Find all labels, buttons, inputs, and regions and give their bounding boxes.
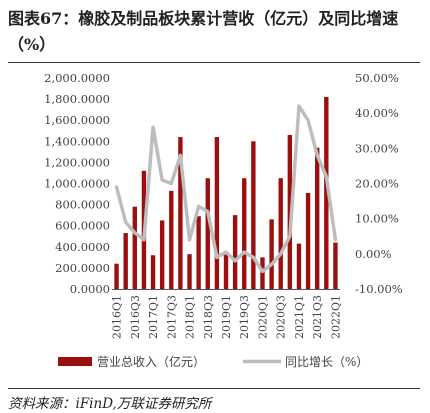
right-tick-label: 50.00%	[355, 71, 399, 85]
x-tick-label: 2021Q3	[311, 295, 324, 339]
bar	[315, 147, 320, 289]
x-tick-label: 2019Q3	[238, 295, 251, 339]
x-axis: 2016Q1 2016Q3 2017Q1 2017Q3 2018Q1 2018Q3 2019…	[111, 289, 342, 339]
bar	[205, 178, 210, 289]
growth-line	[114, 104, 338, 274]
bar	[305, 192, 311, 289]
bar	[132, 206, 137, 289]
x-tick-label: 2016Q3	[129, 295, 142, 339]
bar	[169, 190, 174, 289]
x-tick-label: 2022Q1	[329, 295, 342, 339]
left-tick-label: 600.0000	[55, 219, 110, 233]
right-tick-label: 10.00%	[355, 212, 399, 226]
bar	[187, 254, 192, 289]
bar	[214, 137, 220, 289]
bar	[196, 216, 201, 289]
right-tick-label: 30.00%	[355, 141, 399, 155]
bar	[150, 255, 156, 289]
bar	[159, 220, 165, 289]
legend-bar-label: 营业总收入（亿元）	[97, 354, 205, 369]
legend-bar-swatch	[58, 357, 92, 366]
left-tick-label: 1,600.0000	[44, 113, 110, 127]
left-tick-label: 800.0000	[55, 198, 110, 212]
right-y-axis: -10.00% 0.00% 10.00% 20.00% 30.00% 40.00% 50.0…	[355, 71, 403, 296]
left-tick-label: 400.0000	[55, 240, 110, 254]
bar	[333, 242, 338, 289]
left-tick-label: 1,000.0000	[44, 177, 110, 191]
right-tick-label: 40.00%	[355, 106, 399, 120]
bottom-rule	[8, 388, 420, 389]
right-tick-label: 0.00%	[355, 247, 392, 261]
source-note: 资料来源：iFinD,万联证券研究所	[8, 396, 212, 412]
chart-title: 图表67：橡胶及制品板块累计营收（亿元）及同比增速（%）	[8, 9, 399, 54]
bar	[269, 219, 274, 289]
left-tick-label: 1,200.0000	[44, 155, 110, 169]
bar	[324, 96, 329, 290]
left-y-axis: 0.0000 200.0000 400.0000 600.0000 800.0000 1,…	[44, 71, 110, 296]
left-tick-label: 2,000.0000	[44, 71, 110, 85]
x-tick-label: 2017Q3	[165, 295, 178, 339]
bar	[251, 141, 256, 289]
bar	[296, 243, 302, 289]
line-series	[114, 104, 338, 274]
bar	[178, 137, 183, 289]
x-tick-label: 2018Q3	[202, 295, 215, 339]
x-tick-label: 2021Q1	[293, 295, 306, 339]
x-tick-label: 2016Q1	[111, 295, 124, 339]
left-tick-label: 0.0000	[70, 282, 110, 296]
left-tick-label: 1,800.0000	[44, 92, 110, 106]
left-tick-label: 200.0000	[55, 261, 110, 275]
left-tick-label: 1,400.0000	[44, 134, 110, 148]
bar	[242, 178, 247, 289]
bar	[260, 257, 265, 289]
x-tick-label: 2017Q1	[147, 295, 160, 339]
x-tick-label: 2020Q1	[256, 295, 269, 339]
x-tick-label: 2019Q1	[220, 295, 233, 339]
legend-line-label: 同比增长（%）	[285, 355, 368, 369]
top-rule	[8, 62, 420, 63]
bar	[232, 215, 238, 289]
bar	[223, 252, 229, 289]
right-tick-label: 20.00%	[355, 177, 399, 191]
bar	[114, 263, 119, 289]
bar	[278, 178, 283, 289]
right-tick-label: -10.00%	[355, 282, 403, 296]
x-tick-label: 2020Q3	[275, 295, 288, 339]
bar	[123, 233, 128, 289]
x-tick-label: 2018Q1	[184, 295, 197, 339]
legend: 营业总收入（亿元） 同比增长（%）	[58, 354, 368, 369]
